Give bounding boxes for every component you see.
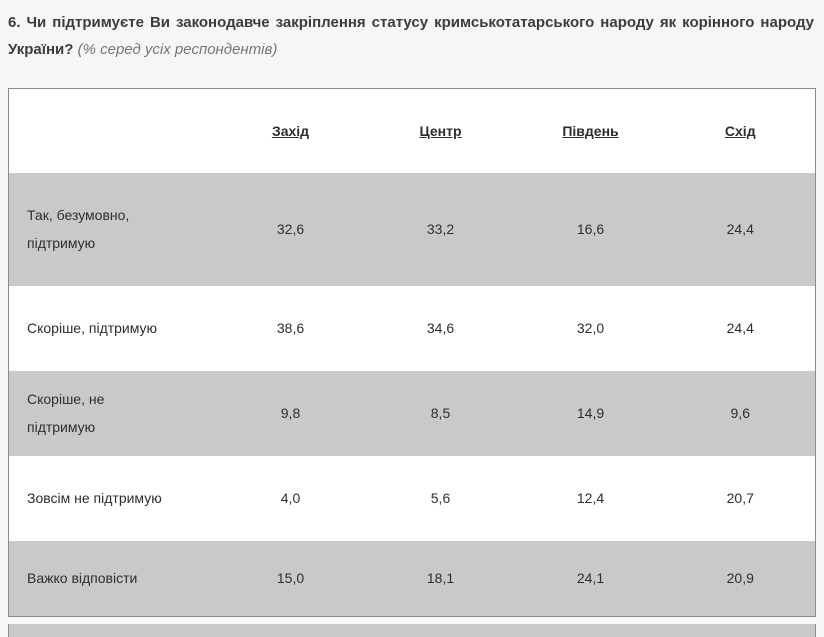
- next-table-partial-row: [8, 624, 816, 637]
- value-cell: 20,9: [726, 570, 754, 587]
- value-cell: 33,2: [426, 221, 455, 237]
- value-cell: 5,6: [430, 490, 451, 506]
- table-row: Зовсім не підтримую 4,0 5,6 12,4 20,7: [8, 455, 816, 541]
- question-note: (% серед усіх респондентів): [77, 41, 278, 58]
- column-header-tsentr: Центр: [365, 88, 516, 173]
- value-cell: 32,6: [276, 221, 305, 237]
- value-cell: 20,7: [726, 490, 754, 506]
- row-label-header: [8, 88, 216, 173]
- value-cell: 34,6: [426, 320, 455, 336]
- table-row: Скоріше, не підтримую 9,8 8,5 14,9 9,6: [8, 370, 816, 456]
- value-cell: 18,1: [426, 570, 455, 587]
- row-label: Скоріше, підтримую: [27, 320, 158, 336]
- survey-results-table: Захід Центр Південь Схід Так, безумовно,…: [8, 88, 816, 617]
- table-row: Важко відповісти 15,0 18,1 24,1 20,9: [8, 540, 816, 617]
- value-cell: 4,0: [280, 490, 301, 506]
- row-label: Важко відповісти: [27, 570, 138, 587]
- value-cell: 9,8: [280, 405, 301, 421]
- page-title: 6. Чи підтримуєте Ви законодавче закріпл…: [8, 9, 814, 63]
- value-cell: 12,4: [576, 490, 605, 506]
- column-header-zakhid: Захід: [215, 88, 366, 173]
- row-label: Скоріше, не підтримую: [27, 391, 105, 435]
- value-cell: 14,9: [576, 405, 605, 421]
- value-cell: 32,0: [576, 320, 605, 336]
- value-cell: 9,6: [730, 405, 750, 421]
- value-cell: 24,4: [726, 320, 754, 336]
- value-cell: 16,6: [576, 221, 605, 237]
- value-cell: 24,1: [576, 570, 605, 587]
- row-label: Зовсім не підтримую: [27, 490, 162, 506]
- row-label: Так, безумовно, підтримую: [27, 207, 130, 251]
- table-row: Так, безумовно, підтримую 32,6 33,2 16,6 24,…: [8, 172, 816, 286]
- value-cell: 24,4: [726, 221, 754, 237]
- question-text: 6. Чи підтримуєте Ви законодавче закріпл…: [8, 14, 814, 58]
- column-header-skhid: Схід: [665, 88, 816, 173]
- value-cell: 15,0: [276, 570, 305, 587]
- column-header-pivden: Південь: [515, 88, 666, 173]
- table-row: Скоріше, підтримую 38,6 34,6 32,0 24,4: [8, 285, 816, 371]
- table-header-row: Захід Центр Південь Схід: [8, 88, 816, 173]
- value-cell: 38,6: [276, 320, 305, 336]
- value-cell: 8,5: [430, 405, 451, 421]
